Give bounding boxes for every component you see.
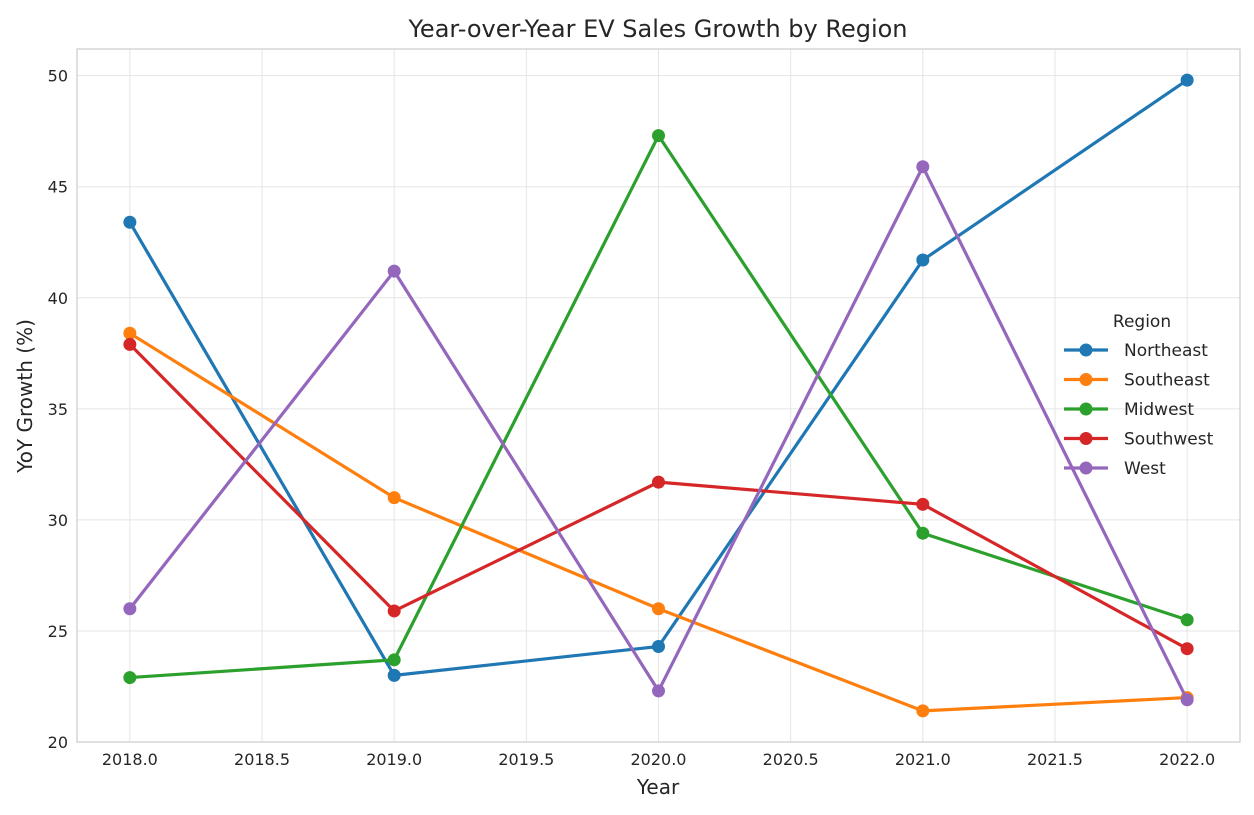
data-point: [387, 668, 401, 682]
data-point: [652, 129, 665, 143]
x-tick-label: 2020.0: [631, 750, 687, 769]
data-point: [387, 604, 401, 618]
plot-frame: [76, 48, 1241, 743]
data-point: [652, 639, 665, 653]
legend-label: Southeast: [1124, 371, 1210, 391]
data-point: [652, 475, 665, 489]
data-point: [387, 653, 401, 667]
legend-item-west: West: [1064, 459, 1166, 479]
legend: Region Northeast Southeast Midwest Southwes…: [1064, 312, 1214, 479]
legend-swatch-marker: [1079, 402, 1093, 416]
legend-swatch-marker: [1079, 373, 1093, 386]
legend-item-southwest: Southwest: [1064, 430, 1214, 450]
legend-label: Southwest: [1124, 430, 1214, 450]
data-point: [123, 326, 137, 340]
data-point: [916, 526, 930, 540]
y-tick-label: 35: [48, 400, 68, 419]
x-tick-label: 2019.5: [498, 750, 554, 769]
legend-label: West: [1124, 459, 1166, 479]
legend-swatch-marker: [1079, 343, 1093, 357]
y-axis-label: YoY Growth (%): [13, 319, 37, 474]
x-tick-label: 2021.0: [895, 750, 951, 769]
data-point: [123, 671, 137, 685]
x-tick-label: 2020.5: [763, 750, 819, 769]
y-tick-label: 40: [48, 289, 68, 308]
data-point: [1180, 693, 1194, 707]
data-point: [123, 215, 137, 229]
series-west: [123, 160, 1194, 707]
data-point: [1180, 613, 1194, 627]
y-tick-label: 45: [48, 178, 68, 197]
legend-swatch-marker: [1079, 461, 1093, 475]
x-tick-label: 2018.0: [102, 750, 158, 769]
data-point: [1180, 73, 1194, 87]
data-point: [123, 337, 137, 351]
data-point: [916, 253, 930, 267]
legend-item-northeast: Northeast: [1064, 341, 1208, 361]
x-tick-label: 2018.5: [234, 750, 290, 769]
legend-title: Region: [1113, 312, 1171, 332]
chart-title: Year-over-Year EV Sales Growth by Region: [407, 15, 907, 43]
data-point: [1180, 642, 1194, 656]
series-midwest: [123, 129, 1194, 685]
series-southwest: [123, 337, 1194, 656]
x-tick-label: 2022.0: [1159, 750, 1215, 769]
data-point: [123, 602, 137, 616]
data-point: [652, 684, 665, 698]
legend-item-southeast: Southeast: [1064, 371, 1210, 391]
series-group: [123, 73, 1194, 718]
data-point: [916, 704, 930, 718]
x-tick-label: 2019.0: [366, 750, 422, 769]
data-point: [387, 264, 401, 278]
y-tick-label: 50: [48, 67, 68, 86]
legend-label: Northeast: [1124, 341, 1208, 361]
data-point: [916, 160, 930, 174]
x-tick-label: 2021.5: [1027, 750, 1083, 769]
y-tick-label: 20: [48, 733, 68, 752]
y-tick-label: 30: [48, 511, 68, 530]
x-tick-labels: 2018.0 2018.5 2019.0 2019.5 2020.0 2020.5 2021…: [102, 750, 1215, 769]
x-axis-label: Year: [636, 775, 680, 799]
legend-item-midwest: Midwest: [1064, 400, 1194, 420]
y-tick-labels: 20 25 30 35 40 45 50: [48, 67, 68, 752]
data-point: [652, 602, 665, 616]
y-tick-label: 25: [48, 622, 68, 641]
legend-swatch-marker: [1079, 432, 1093, 445]
data-point: [916, 497, 930, 511]
data-point: [387, 491, 401, 505]
legend-label: Midwest: [1124, 400, 1194, 420]
